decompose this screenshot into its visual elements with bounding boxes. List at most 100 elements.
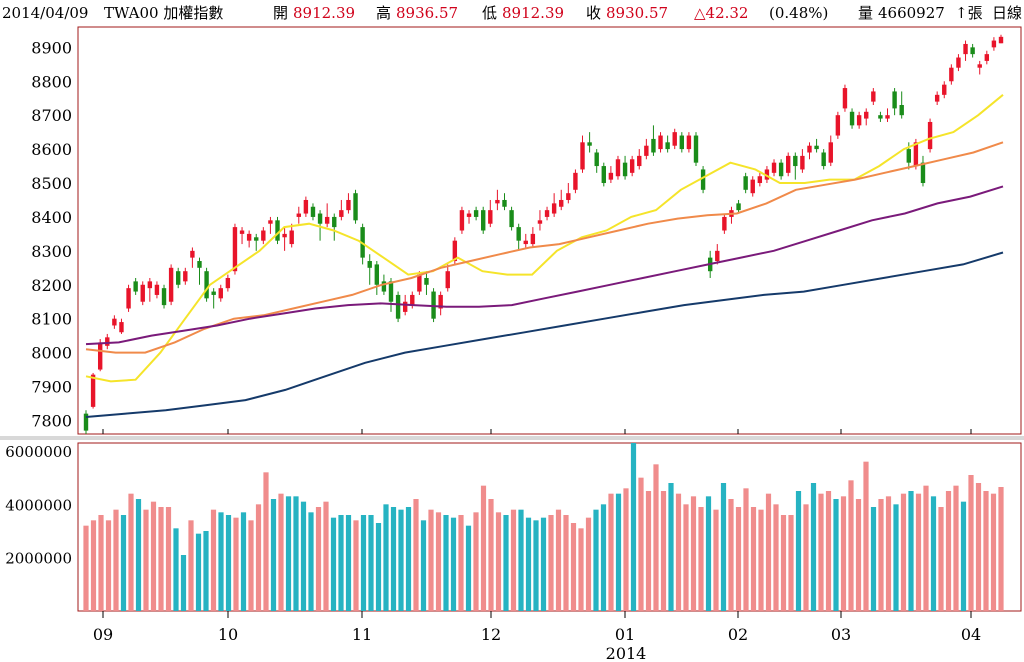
price-tick-label: 8900 [31, 38, 72, 57]
candlestick [587, 132, 592, 153]
candlestick [566, 183, 571, 204]
candle-body [339, 210, 344, 217]
candle-body [211, 291, 216, 295]
candle-body [835, 115, 841, 136]
candle-body [275, 220, 280, 241]
candlestick [864, 108, 869, 126]
volume-bar [990, 493, 997, 611]
candle-body [154, 284, 160, 295]
volume-bar [548, 515, 554, 611]
candle-body [410, 294, 415, 306]
candlestick [637, 149, 642, 170]
candle-body [438, 294, 443, 309]
candlestick [736, 199, 741, 214]
candlestick [927, 118, 933, 153]
candle-body [601, 166, 606, 184]
volume-bar [488, 499, 494, 611]
candle-body [757, 176, 763, 184]
candle-body [998, 36, 1004, 44]
volume-bar [113, 509, 119, 611]
volume-bar [743, 488, 749, 611]
volume-bar [443, 515, 449, 611]
price-tick-label: 8700 [31, 106, 72, 125]
candle-body [395, 294, 401, 319]
candlestick [764, 166, 770, 184]
candle-body [204, 271, 209, 299]
candle-body [523, 240, 528, 245]
candle-body [197, 261, 202, 268]
candle-body [963, 43, 968, 55]
candlestick [977, 60, 982, 75]
volume-bar [795, 491, 802, 611]
candle-body [83, 413, 89, 431]
candlestick [367, 254, 372, 285]
candle-body [289, 230, 294, 245]
volume-bar [810, 483, 817, 611]
volume-bar [900, 493, 907, 611]
candle-body [183, 271, 188, 282]
candlestick [778, 159, 784, 180]
candlestick [998, 34, 1004, 44]
candlestick [644, 138, 649, 160]
candlestick [317, 210, 323, 241]
candle-body [608, 172, 614, 180]
volume-bar [975, 483, 982, 611]
candlestick [743, 172, 748, 194]
volume-bar [158, 507, 164, 611]
volume-bar [908, 491, 914, 611]
month-label: 02 [728, 625, 748, 644]
candlestick [395, 291, 401, 323]
candlestick [211, 288, 216, 309]
volume-tick-label: 2000000 [5, 550, 72, 568]
candlestick [715, 244, 720, 265]
volume-bar [780, 515, 787, 611]
volume-bar [773, 504, 779, 611]
candle-body [559, 199, 564, 207]
candlestick [729, 206, 734, 224]
candle-body [686, 135, 692, 150]
volume-bar [308, 512, 314, 611]
candle-body [502, 199, 507, 207]
volume-bar [675, 493, 682, 611]
candle-body [431, 291, 436, 319]
candle-body [856, 115, 862, 126]
volume-bar [653, 464, 659, 611]
candle-body [566, 193, 571, 200]
candle-body [665, 142, 670, 150]
candle-body [743, 176, 748, 190]
candlestick [800, 149, 805, 173]
volume-bar [353, 520, 359, 611]
candlestick [97, 339, 103, 372]
candle-body [232, 227, 238, 272]
candle-body [913, 142, 919, 167]
candle-body [970, 47, 975, 55]
month-label: 04 [961, 625, 981, 644]
candlestick [246, 230, 252, 248]
volume-bar [180, 555, 187, 611]
candlestick [899, 91, 904, 119]
candle-body [651, 138, 656, 153]
volume-bar [315, 507, 322, 611]
candle-body [261, 230, 266, 241]
candlestick [679, 132, 685, 153]
volume-bar [458, 515, 464, 611]
candle-body [736, 203, 741, 211]
candlestick [445, 264, 450, 292]
candle-body [786, 155, 791, 173]
candle-body [842, 88, 848, 109]
candle-body [168, 267, 174, 302]
volume-bar [705, 496, 712, 611]
volume-bar [90, 520, 97, 611]
volume-tick-label: 6000000 [5, 443, 72, 461]
candle-body [488, 210, 493, 224]
month-label: 10 [218, 625, 238, 644]
candlestick [232, 223, 238, 275]
month-label: 09 [93, 625, 113, 644]
symbol-name: TWA00 加權指數 [104, 4, 224, 22]
candle-body [346, 199, 351, 211]
candle-body [750, 179, 755, 194]
candlestick [140, 281, 145, 306]
candlestick [268, 216, 273, 234]
volume-bar [473, 512, 479, 611]
